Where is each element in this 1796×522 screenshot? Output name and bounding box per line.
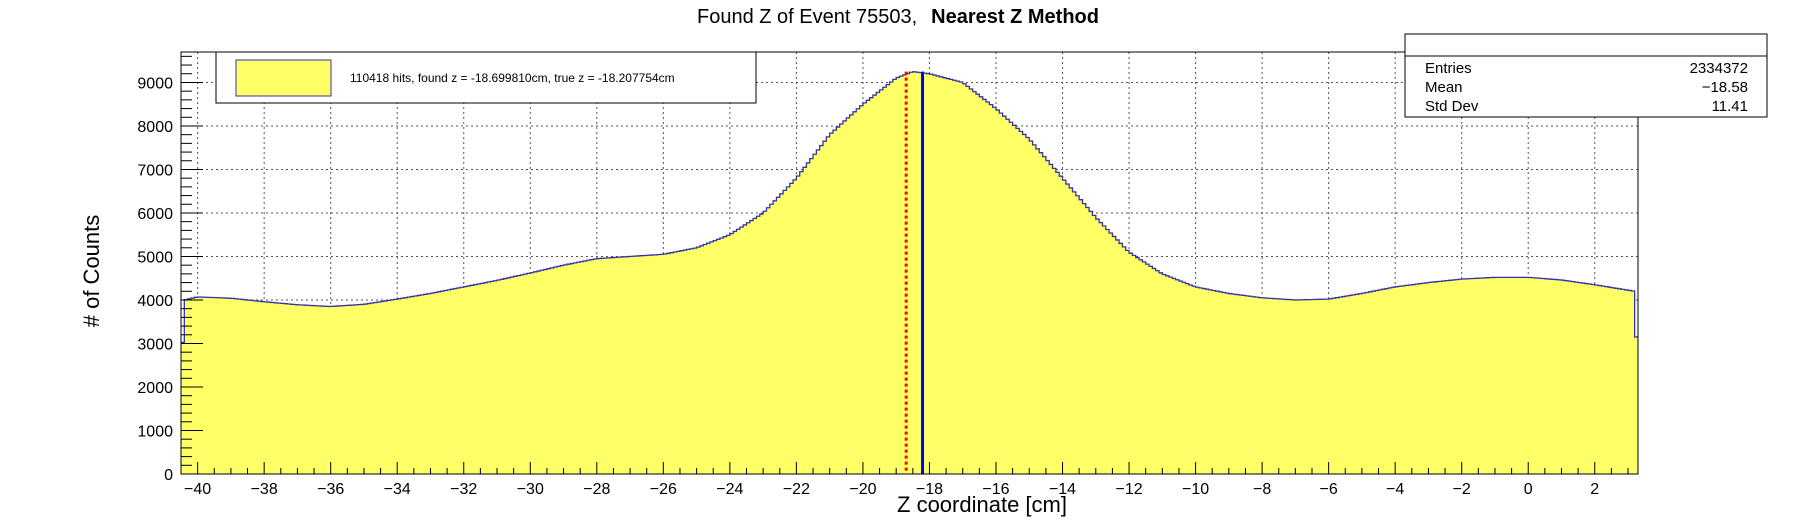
x-tick-label: −40 (184, 481, 211, 498)
y-tick-label: 0 (164, 467, 173, 484)
legend-label: 110418 hits, found z = -18.699810cm, tru… (350, 71, 675, 85)
x-tick-label: −10 (1182, 481, 1209, 498)
x-tick-label: −6 (1320, 481, 1338, 498)
z-markers (904, 71, 925, 474)
legend-swatch (235, 59, 332, 97)
stats-value-stddev: 11.41 (1712, 98, 1748, 115)
x-tick-label: −32 (450, 481, 477, 498)
x-tick-label: −36 (317, 481, 344, 498)
stats-label-entries: Entries (1425, 60, 1472, 77)
x-tick-label: −4 (1386, 481, 1404, 498)
x-tick-label: 0 (1524, 481, 1533, 498)
x-tick-label: −24 (716, 481, 743, 498)
x-tick-label: −28 (583, 481, 610, 498)
x-tick-label: −30 (517, 481, 544, 498)
x-tick-label: −22 (783, 481, 810, 498)
histogram-fill (181, 71, 1638, 474)
x-tick-label: −20 (849, 481, 876, 498)
stats-value-entries: 2334372 (1690, 60, 1748, 77)
x-tick-label: −14 (1049, 481, 1076, 498)
stats-label-stddev: Std Dev (1425, 98, 1479, 115)
y-tick-label: 7000 (137, 162, 173, 179)
x-tick-label: −16 (982, 481, 1009, 498)
y-tick-label: 9000 (137, 75, 173, 92)
title-prefix: Found Z of Event 75503, (697, 6, 917, 28)
x-tick-label: −8 (1253, 481, 1271, 498)
y-tick-label: 4000 (137, 293, 173, 310)
stats-box: Entries 2334372 Mean −18.58 Std Dev 11.4… (1404, 33, 1768, 118)
stats-label-mean: Mean (1425, 79, 1463, 96)
y-axis-label: # of Counts (79, 215, 104, 328)
x-tick-label: −12 (1115, 481, 1142, 498)
x-axis-label: Z coordinate [cm] (897, 492, 1067, 517)
x-tick-label: −26 (650, 481, 677, 498)
x-tick-label: −18 (916, 481, 943, 498)
stats-value-mean: −18.58 (1702, 79, 1748, 96)
stats-box-frame (1404, 33, 1768, 118)
y-tick-label: 2000 (137, 380, 173, 397)
plot-frame (180, 51, 1639, 475)
x-tick-label: −38 (251, 481, 278, 498)
y-tick-label: 3000 (137, 336, 173, 353)
y-tick-label: 1000 (137, 423, 173, 440)
title-method: Nearest Z Method (931, 6, 1099, 28)
y-tick-label: 5000 (137, 249, 173, 266)
x-tick-label: −2 (1453, 481, 1471, 498)
axes: 0100020003000400050006000700080009000−40… (137, 51, 1639, 498)
x-tick-label: −34 (384, 481, 411, 498)
y-tick-label: 6000 (137, 206, 173, 223)
histogram-outline (181, 71, 1638, 344)
legend: 110418 hits, found z = -18.699810cm, tru… (215, 51, 757, 104)
histogram-area (181, 71, 1638, 474)
x-tick-label: 2 (1590, 481, 1599, 498)
chart-title: Found Z of Event 75503, Nearest Z Method (697, 6, 1099, 28)
y-tick-label: 8000 (137, 119, 173, 136)
